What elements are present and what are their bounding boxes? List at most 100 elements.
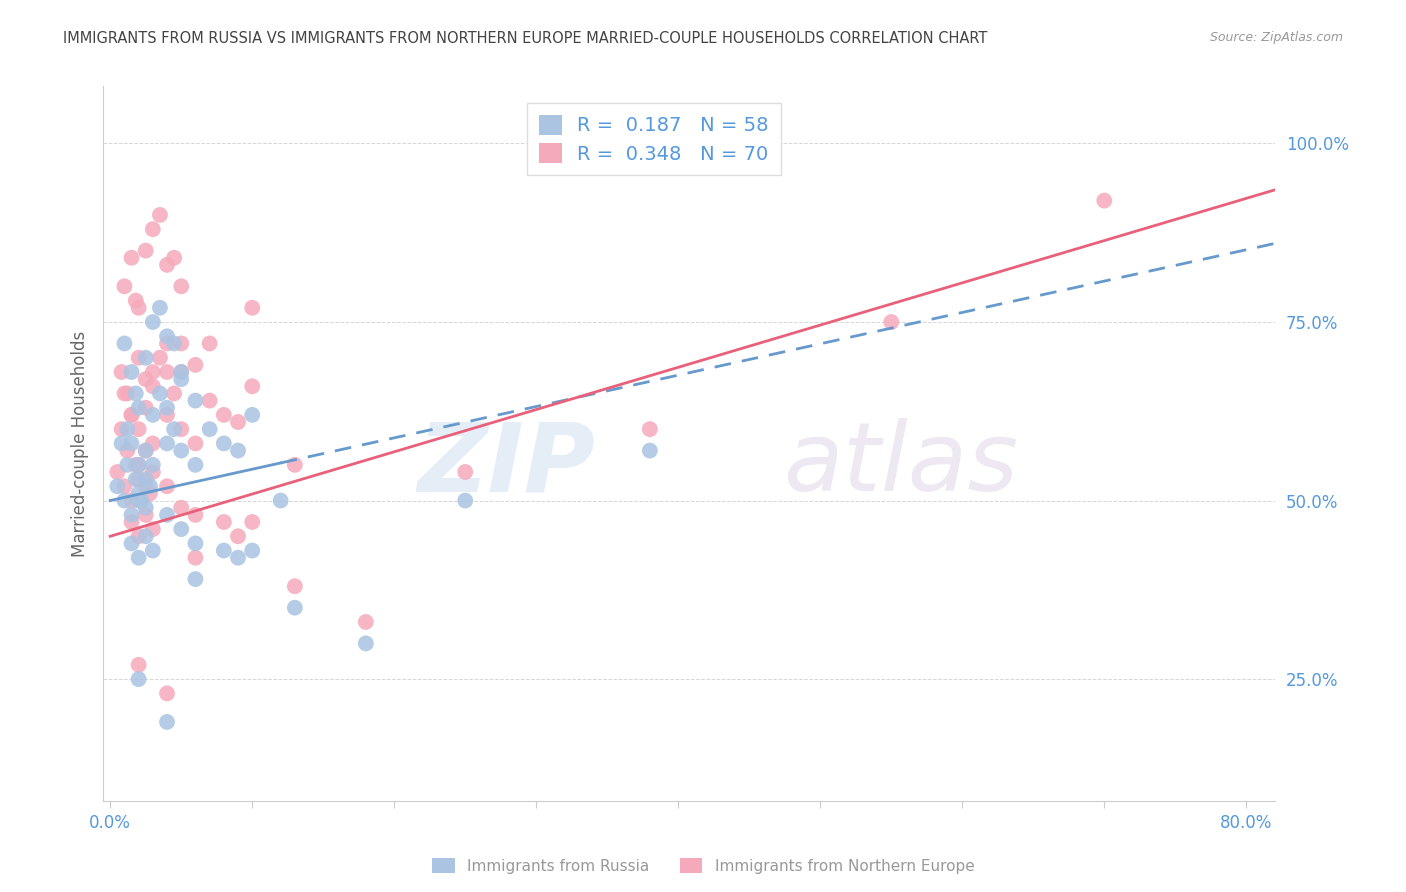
Point xyxy=(212,436,235,450)
Point xyxy=(156,714,179,729)
Point xyxy=(156,365,179,379)
Point xyxy=(121,365,143,379)
Point xyxy=(139,479,162,493)
Point xyxy=(128,422,150,436)
Y-axis label: Married-couple Households: Married-couple Households xyxy=(72,330,89,557)
Point xyxy=(121,408,143,422)
Point xyxy=(184,536,207,550)
Point xyxy=(128,458,150,472)
Point xyxy=(142,408,165,422)
Point xyxy=(226,415,249,429)
Point xyxy=(142,465,165,479)
Point xyxy=(170,422,193,436)
Point xyxy=(112,479,135,493)
Point xyxy=(198,393,221,408)
Point xyxy=(638,443,661,458)
Point xyxy=(284,579,307,593)
Point xyxy=(128,550,150,565)
Text: IMMIGRANTS FROM RUSSIA VS IMMIGRANTS FROM NORTHERN EUROPE MARRIED-COUPLE HOUSEHO: IMMIGRANTS FROM RUSSIA VS IMMIGRANTS FRO… xyxy=(63,31,987,46)
Point xyxy=(156,479,179,493)
Legend: R =  0.187   N = 58, R =  0.348   N = 70: R = 0.187 N = 58, R = 0.348 N = 70 xyxy=(527,103,780,176)
Point xyxy=(135,472,157,486)
Point xyxy=(198,336,221,351)
Point xyxy=(142,543,165,558)
Point xyxy=(121,251,143,265)
Point xyxy=(170,522,193,536)
Point xyxy=(135,508,157,522)
Point xyxy=(284,600,307,615)
Point xyxy=(156,508,179,522)
Point xyxy=(240,379,263,393)
Point xyxy=(170,372,193,386)
Point xyxy=(110,365,132,379)
Point xyxy=(128,657,150,672)
Point xyxy=(284,458,307,472)
Point xyxy=(156,329,179,343)
Point xyxy=(112,336,135,351)
Point xyxy=(170,500,193,515)
Point xyxy=(135,500,157,515)
Point xyxy=(156,408,179,422)
Point xyxy=(170,279,193,293)
Point xyxy=(184,436,207,450)
Point xyxy=(135,479,157,493)
Point xyxy=(112,279,135,293)
Point xyxy=(121,508,143,522)
Point xyxy=(135,401,157,415)
Point xyxy=(184,393,207,408)
Point xyxy=(112,493,135,508)
Point xyxy=(142,436,165,450)
Point xyxy=(270,493,292,508)
Point xyxy=(156,686,179,700)
Point xyxy=(128,529,150,543)
Point xyxy=(170,365,193,379)
Point xyxy=(128,486,150,500)
Point xyxy=(135,372,157,386)
Point xyxy=(170,336,193,351)
Point xyxy=(226,550,249,565)
Point xyxy=(149,301,172,315)
Point xyxy=(117,386,139,401)
Point xyxy=(184,358,207,372)
Point xyxy=(212,515,235,529)
Point xyxy=(128,301,150,315)
Point xyxy=(142,458,165,472)
Point xyxy=(163,386,186,401)
Point xyxy=(638,422,661,436)
Point xyxy=(128,493,150,508)
Text: Source: ZipAtlas.com: Source: ZipAtlas.com xyxy=(1209,31,1343,45)
Point xyxy=(142,365,165,379)
Point xyxy=(125,472,148,486)
Point xyxy=(163,251,186,265)
Point xyxy=(149,386,172,401)
Point xyxy=(139,486,162,500)
Point xyxy=(128,401,150,415)
Point xyxy=(156,436,179,450)
Point xyxy=(212,543,235,558)
Point xyxy=(184,550,207,565)
Point xyxy=(142,379,165,393)
Point xyxy=(163,336,186,351)
Point xyxy=(135,529,157,543)
Point xyxy=(354,636,377,650)
Point xyxy=(240,408,263,422)
Point xyxy=(125,386,148,401)
Point xyxy=(135,351,157,365)
Point xyxy=(121,536,143,550)
Point xyxy=(880,315,903,329)
Point xyxy=(142,222,165,236)
Point xyxy=(121,515,143,529)
Point xyxy=(135,443,157,458)
Point xyxy=(125,293,148,308)
Point xyxy=(142,315,165,329)
Point xyxy=(110,436,132,450)
Point xyxy=(117,458,139,472)
Point xyxy=(212,408,235,422)
Point xyxy=(121,436,143,450)
Legend: Immigrants from Russia, Immigrants from Northern Europe: Immigrants from Russia, Immigrants from … xyxy=(426,852,980,880)
Point xyxy=(121,493,143,508)
Point xyxy=(156,336,179,351)
Point xyxy=(354,615,377,629)
Point xyxy=(105,465,128,479)
Point xyxy=(156,258,179,272)
